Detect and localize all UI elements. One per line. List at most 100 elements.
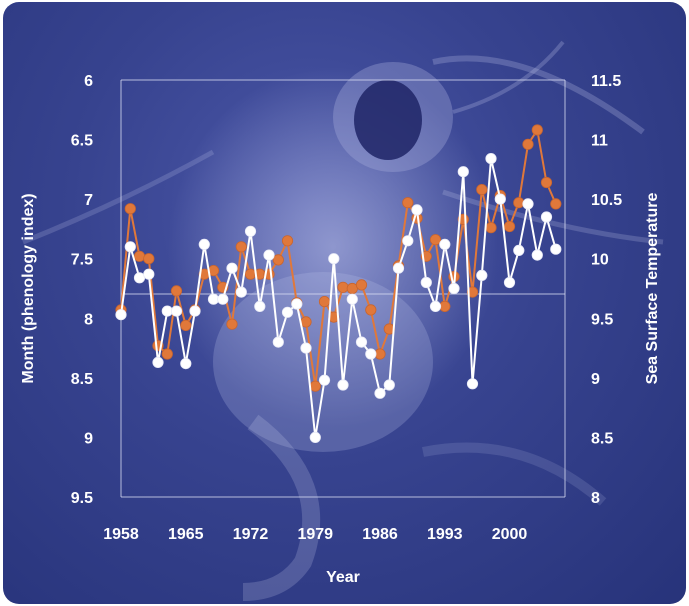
series-0-point [337, 379, 349, 391]
series-0-point [133, 272, 146, 284]
series-0-point [226, 262, 238, 274]
series-1-point [235, 241, 247, 253]
series-0-point [476, 269, 488, 281]
x-tick-label: 1972 [233, 526, 269, 543]
series-1-point [402, 197, 414, 209]
series-0-point [143, 268, 155, 280]
x-tick-label: 1986 [362, 526, 398, 543]
series-0-point [402, 235, 414, 247]
y-left-tick-label: 8 [84, 311, 93, 328]
series-0-point [244, 225, 257, 237]
plot-frame [120, 79, 566, 498]
y-right-tick-label: 10.5 [591, 192, 622, 209]
series-1-point [272, 254, 284, 266]
series-1-point [133, 250, 146, 262]
x-axis-title: Year [326, 569, 360, 586]
series-1-point [244, 268, 257, 280]
axis-layer: 6 6.5 7 7.5 8 8.5 9 9.5 11.5 11 10.5 10 9.5 9 8.5 8 1958… [20, 73, 661, 586]
series-0-point [429, 300, 442, 312]
series-0-point [291, 298, 303, 310]
y-right-tick-label: 8.5 [591, 430, 613, 447]
series-1-point [161, 348, 173, 360]
series-0-point [124, 241, 136, 253]
series-0-point [485, 153, 497, 165]
series-1-point [365, 304, 377, 316]
series-1-point [503, 220, 516, 233]
y-right-axis-title: Sea Surface Temperature [644, 193, 661, 385]
y-right-tick-label: 9.5 [591, 311, 613, 328]
x-tick-label: 1993 [427, 526, 463, 543]
y-right-tick-label: 10 [591, 252, 609, 269]
series-0-point [494, 193, 506, 205]
series-1-point [124, 203, 136, 215]
series-0-point [457, 166, 469, 178]
y-right-tick-label: 8 [591, 490, 600, 507]
series-1-point [439, 300, 451, 312]
x-tick-label: 2000 [492, 526, 528, 543]
series-1-point [281, 235, 294, 247]
series-0-point [503, 276, 516, 289]
series-layer [115, 124, 562, 443]
series-0-point [522, 198, 534, 210]
series-1-point [300, 316, 312, 328]
series-0-point [466, 378, 479, 390]
series-0-point [281, 306, 294, 318]
series-0-point [318, 374, 331, 386]
series-0-point [272, 336, 284, 348]
series-0-point [374, 387, 386, 399]
series-1-point [485, 222, 497, 234]
chart: 6 6.5 7 7.5 8 8.5 9 9.5 11.5 11 10.5 10 9.5 9 8.5 8 1958… [20, 40, 664, 601]
series-1-point [318, 295, 331, 308]
series-0-point [513, 244, 525, 256]
series-1-point [522, 138, 534, 150]
series-0-point [152, 356, 164, 368]
series-0-point [365, 348, 377, 360]
series-0-point [448, 282, 460, 295]
series-0-point [115, 309, 127, 321]
series-0-point [263, 249, 275, 261]
y-right-tick-label: 11.5 [591, 73, 621, 90]
series-1-point [337, 281, 349, 293]
x-tick-label: 1958 [103, 526, 139, 543]
series-1-point [540, 176, 553, 189]
series-1-point [226, 318, 238, 330]
series-0-point [420, 276, 432, 289]
series-0-point [300, 342, 312, 354]
series-1-point [476, 184, 488, 196]
series-0-point [346, 293, 358, 305]
series-0-point [411, 204, 423, 216]
series-1-point [143, 253, 155, 265]
series-0-point [531, 249, 543, 261]
y-left-tick-label: 9 [84, 430, 93, 447]
series-1-point [466, 286, 479, 298]
series-0-point [180, 357, 192, 370]
series-0-point [170, 305, 183, 317]
series-1-point [513, 197, 525, 209]
background-creature-image [22, 40, 664, 601]
series-0-point [217, 293, 229, 305]
series-line-0 [120, 158, 557, 438]
series-0-point [355, 336, 368, 348]
series-0-point [328, 253, 340, 265]
y-right-tick-label: 9 [591, 371, 600, 388]
series-1-point [309, 380, 321, 392]
series-0-point [309, 431, 321, 443]
series-0-point [550, 243, 562, 255]
y-left-tick-label: 6 [84, 73, 93, 90]
x-tick-label: 1965 [168, 526, 204, 543]
chart-panel: 6 6.5 7 7.5 8 8.5 9 9.5 11.5 11 10.5 10 9.5 9 8.5 8 1958… [3, 2, 686, 604]
y-left-tick-label: 9.5 [71, 490, 93, 507]
series-0-point [254, 300, 266, 312]
series-0-point [198, 238, 210, 250]
y-right-tick-label: 11 [591, 133, 608, 150]
series-1-point [355, 279, 368, 291]
series-1-point [531, 124, 543, 136]
series-0-point [392, 262, 405, 274]
series-0-point [439, 238, 451, 250]
y-left-tick-label: 8.5 [71, 371, 93, 388]
y-left-tick-label: 7 [84, 192, 93, 209]
series-1-point [429, 234, 442, 246]
series-1-point [180, 319, 192, 331]
series-0-point [540, 211, 553, 223]
y-left-tick-label: 6.5 [71, 133, 93, 150]
